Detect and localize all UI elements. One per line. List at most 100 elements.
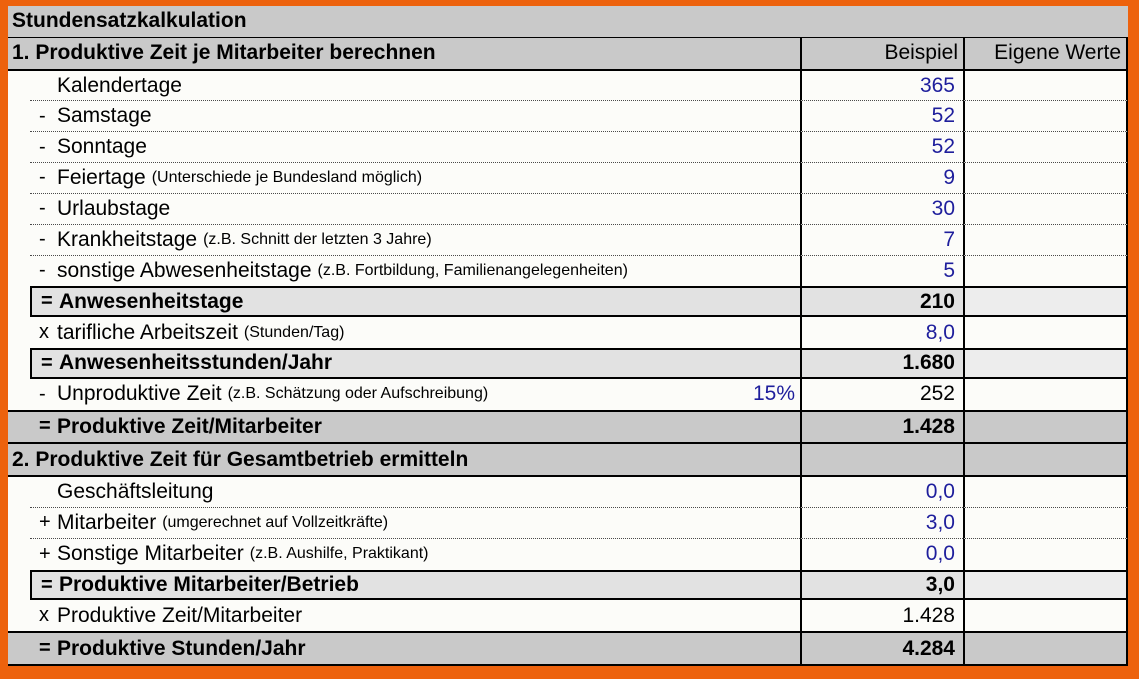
row-operator: = xyxy=(41,351,53,374)
beispiel-cell xyxy=(800,444,963,476)
left-gutter xyxy=(8,256,30,287)
eigene-werte-cell[interactable] xyxy=(963,411,1128,443)
row-label: Anwesenheitsstunden/Jahr xyxy=(59,351,333,375)
row-operator: x xyxy=(39,321,49,344)
row-operator: - xyxy=(39,197,46,220)
eigene-werte-cell[interactable] xyxy=(963,132,1128,164)
eigene-werte-cell[interactable] xyxy=(963,101,1128,133)
eigene-werte-cell[interactable] xyxy=(963,477,1128,508)
eigene-werte-cell[interactable] xyxy=(963,193,1128,225)
row-note: (z.B. Schnitt der letzten 3 Jahre) xyxy=(203,230,432,248)
row-label-cell: - Sonntage xyxy=(30,132,800,164)
row-operator: + xyxy=(39,542,51,565)
beispiel-cell[interactable]: 52 xyxy=(800,132,963,164)
row-label-cell: = Produktive Mitarbeiter/Betrieb xyxy=(30,569,800,601)
beispiel-cell[interactable]: 0,0 xyxy=(800,538,963,570)
left-gutter xyxy=(8,539,30,570)
beispiel-cell[interactable]: 4.284 xyxy=(800,633,963,665)
eigene-werte-cell[interactable] xyxy=(963,378,1128,410)
eigene-werte-cell[interactable] xyxy=(963,569,1128,601)
table-row: - Unproduktive Zeit (z.B. Schätzung oder… xyxy=(8,378,1128,410)
row-label-cell: - sonstige Abwesenheitstage (z.B. Fortbi… xyxy=(30,256,800,287)
row-label-cell: - Krankheitstage (z.B. Schnitt der letzt… xyxy=(30,225,800,256)
table-row: x tarifliche Arbeitszeit (Stunden/Tag) 8… xyxy=(8,317,1128,348)
left-gutter xyxy=(8,379,30,410)
left-gutter xyxy=(8,348,30,379)
table-row: Stundensatzkalkulation xyxy=(8,6,1128,38)
row-label-cell: Geschäftsleitung xyxy=(30,477,800,508)
section-1-header: 1. Produktive Zeit je Mitarbeiter berech… xyxy=(12,41,436,65)
row-operator: - xyxy=(39,135,46,158)
left-gutter xyxy=(8,286,30,317)
row-label: Samstage xyxy=(57,104,152,128)
left-gutter xyxy=(8,132,30,163)
row-note: (z.B. Aushilfe, Praktikant) xyxy=(249,545,429,563)
row-label: tarifliche Arbeitszeit xyxy=(57,320,238,344)
row-label-cell: = Produktive Zeit/Mitarbeiter xyxy=(30,412,800,443)
percentage-value[interactable]: 15% xyxy=(752,382,795,406)
table-row: 2. Produktive Zeit für Gesamtbetrieb erm… xyxy=(8,444,1128,478)
beispiel-cell[interactable]: 3,0 xyxy=(800,508,963,539)
left-gutter xyxy=(8,633,30,664)
eigene-werte-cell[interactable] xyxy=(963,286,1128,318)
eigene-werte-cell[interactable] xyxy=(963,163,1128,194)
row-note: (z.B. Fortbildung, Familienangelegenheit… xyxy=(317,261,628,279)
beispiel-cell[interactable]: 0,0 xyxy=(800,477,963,508)
row-label: Produktive Zeit/Mitarbeiter xyxy=(57,414,322,438)
row-label-cell: - Unproduktive Zeit (z.B. Schätzung oder… xyxy=(30,379,800,410)
eigene-werte-cell[interactable] xyxy=(963,538,1128,570)
row-note: (Stunden/Tag) xyxy=(243,323,345,341)
row-label: Mitarbeiter xyxy=(57,510,157,534)
row-operator: - xyxy=(39,382,46,405)
eigene-werte-cell[interactable] xyxy=(963,347,1128,379)
beispiel-cell[interactable]: 1.680 xyxy=(800,347,963,379)
beispiel-cell[interactable]: 52 xyxy=(800,101,963,133)
beispiel-cell[interactable]: 365 xyxy=(800,70,963,102)
table-row: - Urlaubstage 30 xyxy=(8,193,1128,225)
table-row: + Sonstige Mitarbeiter (z.B. Aushilfe, P… xyxy=(8,538,1128,570)
table-row: + Mitarbeiter (umgerechnet auf Vollzeitk… xyxy=(8,508,1128,539)
beispiel-cell[interactable]: 9 xyxy=(800,163,963,194)
table-row: Geschäftsleitung 0,0 xyxy=(8,477,1128,508)
row-label-cell: = Anwesenheitsstunden/Jahr xyxy=(30,347,800,379)
row-label-cell: x tarifliche Arbeitszeit (Stunden/Tag) xyxy=(30,317,800,348)
row-operator: = xyxy=(41,290,53,313)
eigene-werte-cell[interactable] xyxy=(963,600,1128,632)
beispiel-cell[interactable]: 7 xyxy=(800,224,963,256)
beispiel-cell[interactable]: 210 xyxy=(800,286,963,318)
row-label: Krankheitstage xyxy=(57,227,198,251)
table-row: = Anwesenheitsstunden/Jahr 1.680 xyxy=(8,347,1128,379)
beispiel-cell[interactable]: 252 xyxy=(800,378,963,410)
left-gutter xyxy=(8,600,30,631)
row-operator: - xyxy=(39,104,46,127)
eigene-werte-cell[interactable] xyxy=(963,317,1128,348)
table-row: - Feiertage (Unterschiede je Bundesland … xyxy=(8,163,1128,194)
beispiel-cell[interactable]: 8,0 xyxy=(800,317,963,348)
row-label-cell: - Urlaubstage xyxy=(30,194,800,225)
eigene-werte-cell[interactable] xyxy=(963,255,1128,287)
row-label: Unproduktive Zeit xyxy=(57,382,222,406)
row-label-cell: = Produktive Stunden/Jahr xyxy=(30,633,800,664)
row-note: (Unterschiede je Bundesland möglich) xyxy=(151,168,423,186)
eigene-werte-cell[interactable] xyxy=(963,633,1128,665)
beispiel-cell[interactable]: 5 xyxy=(800,255,963,287)
table-row: = Produktive Zeit/Mitarbeiter 1.428 xyxy=(8,409,1128,445)
table-row: - Krankheitstage (z.B. Schnitt der letzt… xyxy=(8,224,1128,256)
eigene-werte-cell[interactable] xyxy=(963,70,1128,102)
eigene-werte-cell[interactable] xyxy=(963,508,1128,539)
row-operator: - xyxy=(39,259,46,282)
eigene-werte-cell[interactable] xyxy=(963,224,1128,256)
row-label-cell: = Anwesenheitstage xyxy=(30,286,800,318)
beispiel-cell[interactable]: 1.428 xyxy=(800,600,963,632)
row-label-cell: - Samstage xyxy=(30,101,800,133)
sheet-title: Stundensatzkalkulation xyxy=(12,9,247,33)
row-label: sonstige Abwesenheitstage xyxy=(57,258,312,282)
beispiel-cell[interactable]: 1.428 xyxy=(800,411,963,443)
row-label: Produktive Zeit/Mitarbeiter xyxy=(57,603,303,627)
left-gutter xyxy=(8,477,30,508)
left-gutter xyxy=(8,71,30,102)
beispiel-cell[interactable]: 30 xyxy=(800,193,963,225)
beispiel-cell[interactable]: 3,0 xyxy=(800,569,963,601)
left-gutter xyxy=(8,570,30,601)
row-operator: - xyxy=(39,166,46,189)
